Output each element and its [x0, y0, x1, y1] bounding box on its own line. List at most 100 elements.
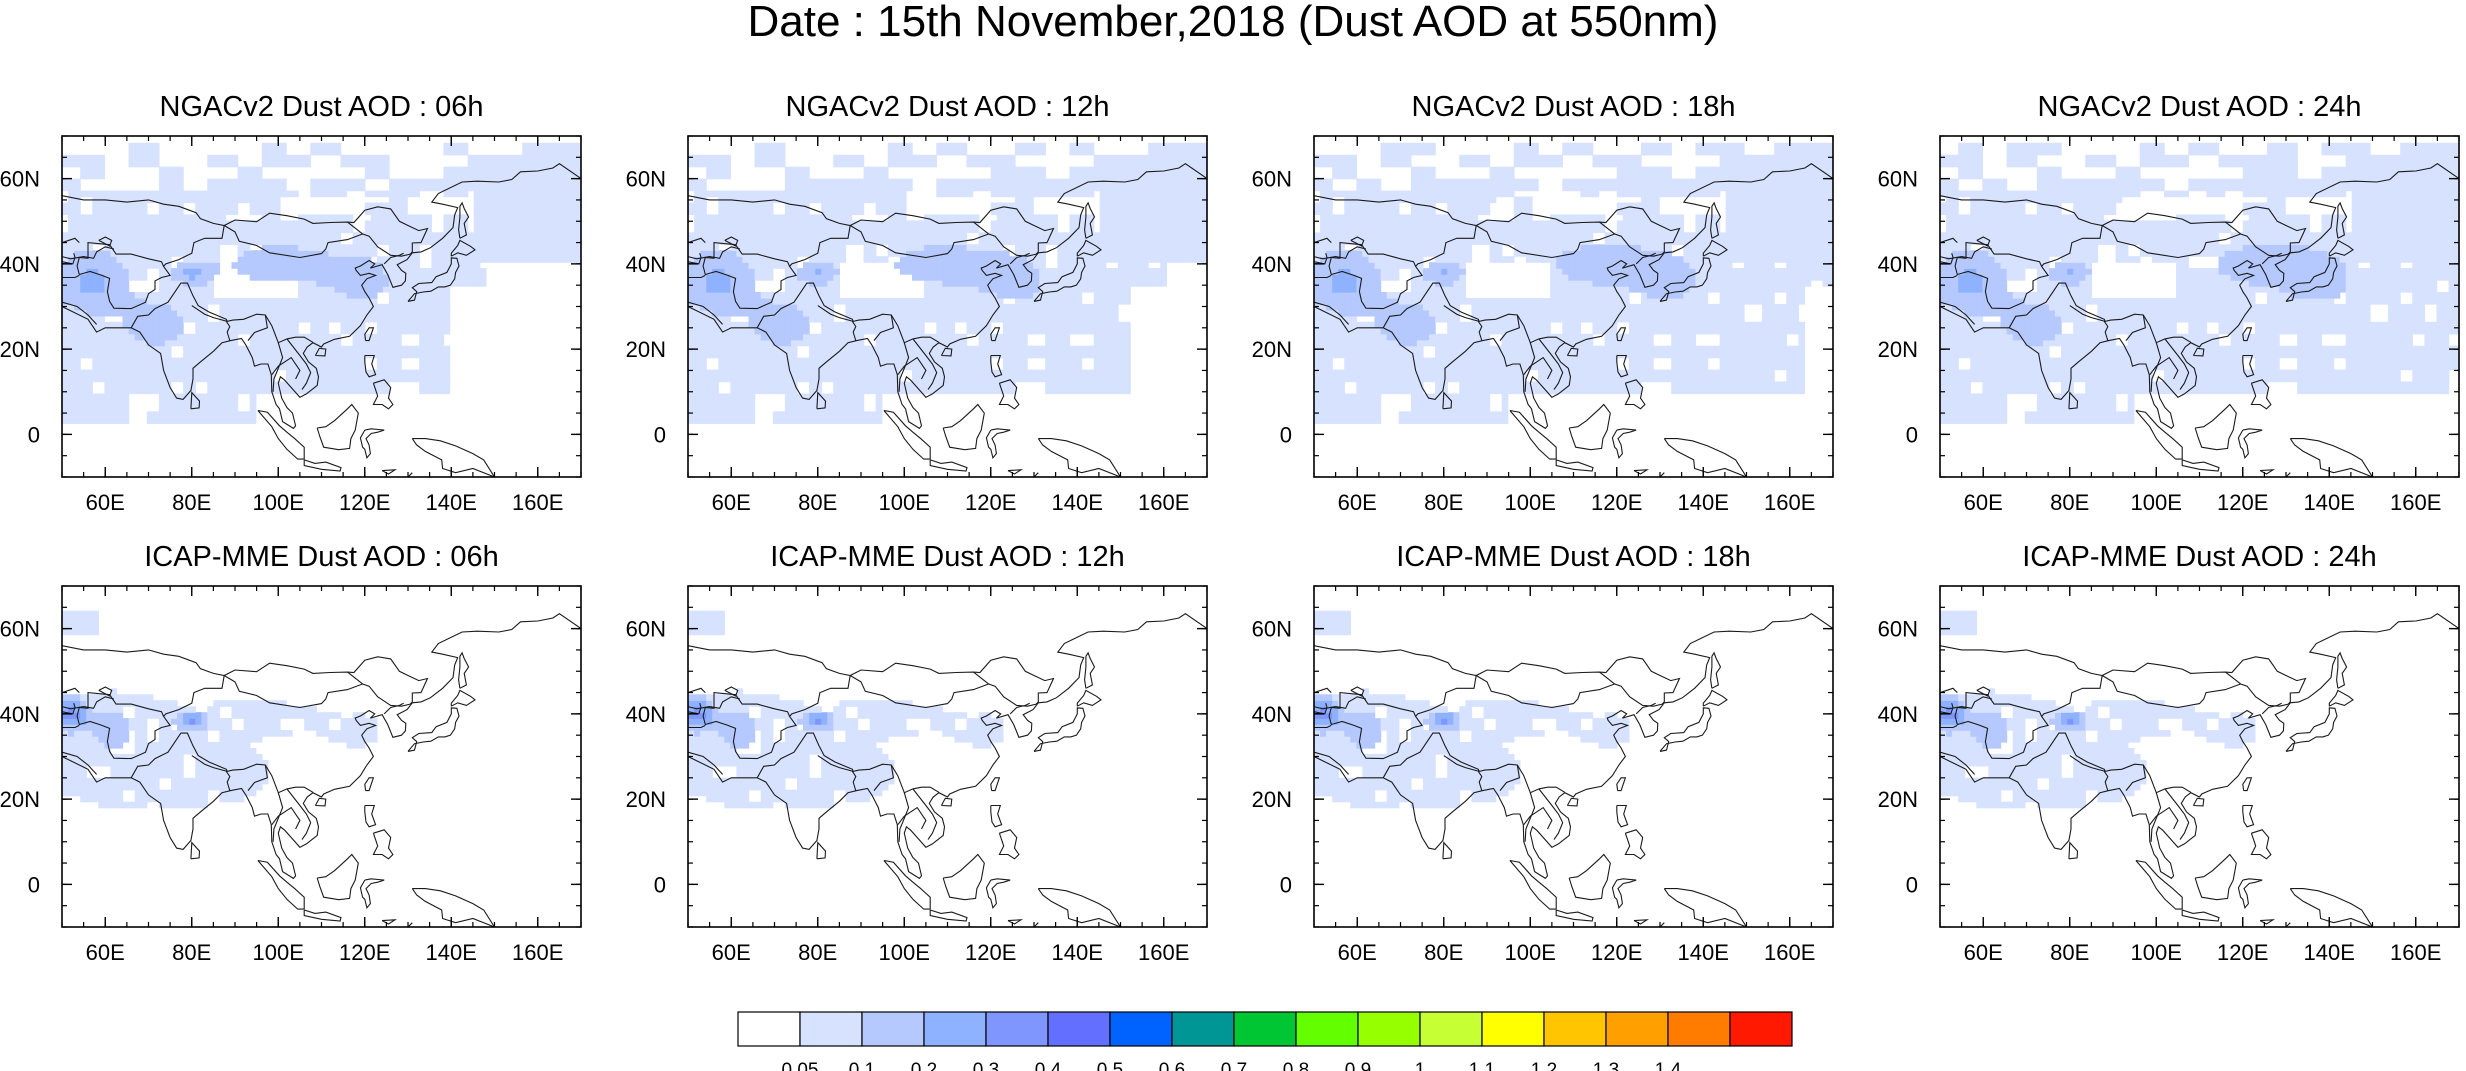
lon-tick-label: 120E: [2217, 490, 2268, 515]
colorbar-swatch: [1109, 1011, 1173, 1047]
lon-tick-label: 160E: [512, 940, 563, 965]
lon-tick-label: 140E: [426, 940, 477, 965]
colorbar-label: 0.4: [1035, 1060, 1062, 1071]
colorbar-swatch: [737, 1011, 801, 1047]
lon-tick-label: 100E: [1505, 490, 1556, 515]
lon-tick-label: 140E: [2304, 940, 2355, 965]
lon-tick-label: 140E: [2304, 490, 2355, 515]
colorbar-label: 1.4: [1655, 1060, 1682, 1071]
lat-tick-label: 0: [1906, 872, 1918, 897]
colorbar-swatch: [1233, 1011, 1297, 1047]
lon-tick-label: 60E: [1964, 490, 2003, 515]
lat-tick-label: 0: [1280, 422, 1292, 447]
lon-tick-label: 100E: [253, 940, 304, 965]
lat-tick-label: 20N: [1878, 337, 1918, 362]
panel-title: ICAP-MME Dust AOD : 12h: [770, 541, 1125, 573]
lon-tick-label: 140E: [1678, 940, 1729, 965]
lon-tick-label: 100E: [879, 490, 930, 515]
lat-tick-label: 40N: [0, 252, 40, 277]
colorbar-swatch: [1543, 1011, 1607, 1047]
lat-tick-label: 60N: [1252, 617, 1292, 642]
colorbar-swatch: [923, 1011, 987, 1047]
lon-tick-label: 100E: [2131, 490, 2182, 515]
colorbar-swatch: [1729, 1011, 1793, 1047]
lon-tick-label: 80E: [2050, 490, 2089, 515]
lon-tick-label: 80E: [172, 490, 211, 515]
coastlines: [1314, 163, 1833, 477]
coastlines: [62, 613, 581, 927]
coastlines: [1940, 613, 2459, 927]
lon-tick-label: 60E: [1964, 940, 2003, 965]
lat-tick-label: 60N: [1878, 617, 1918, 642]
map-panel: ICAP-MME Dust AOD : 06h 60E 80E 100E 120E 140…: [0, 541, 582, 965]
map-panel: ICAP-MME Dust AOD : 24h 60E 80E 100E 120E 140…: [1878, 541, 2460, 965]
lat-tick-label: 0: [1280, 872, 1292, 897]
colorbar-label: 0.8: [1283, 1060, 1309, 1071]
lon-tick-label: 100E: [879, 940, 930, 965]
panel-title: NGACv2 Dust AOD : 18h: [1412, 91, 1736, 123]
lon-tick-label: 80E: [172, 940, 211, 965]
colorbar-swatch: [985, 1011, 1049, 1047]
lat-tick-label: 0: [1906, 422, 1918, 447]
lat-tick-label: 40N: [626, 702, 666, 727]
lon-tick-label: 160E: [1138, 490, 1189, 515]
lat-tick-label: 20N: [1252, 787, 1292, 812]
colorbar-swatch: [1047, 1011, 1111, 1047]
lon-tick-label: 120E: [339, 490, 390, 515]
map-panel: NGACv2 Dust AOD : 06h 60E 80E 100E 120E 140E 1…: [0, 91, 582, 515]
lon-tick-label: 120E: [339, 940, 390, 965]
lat-tick-label: 60N: [1878, 167, 1918, 192]
lat-tick-label: 40N: [1252, 702, 1292, 727]
lat-tick-label: 40N: [626, 252, 666, 277]
colorbar-swatch: [1357, 1011, 1421, 1047]
colorbar-swatch: [1419, 1011, 1483, 1047]
lon-tick-label: 160E: [2390, 940, 2441, 965]
lon-tick-label: 120E: [2217, 940, 2268, 965]
coastlines: [62, 163, 581, 477]
lon-tick-label: 120E: [965, 490, 1016, 515]
lon-tick-label: 60E: [1338, 490, 1377, 515]
lon-tick-label: 60E: [1338, 940, 1377, 965]
map-panel: ICAP-MME Dust AOD : 18h 60E 80E 100E 120E 140…: [1252, 541, 1834, 965]
colorbar-swatch: [861, 1011, 925, 1047]
lon-tick-label: 160E: [512, 490, 563, 515]
coastlines: [688, 613, 1207, 927]
lon-tick-label: 60E: [86, 940, 125, 965]
map-panel: NGACv2 Dust AOD : 12h 60E 80E 100E 120E 140E 1…: [626, 91, 1208, 515]
lon-tick-label: 100E: [2131, 940, 2182, 965]
lon-tick-label: 160E: [1138, 940, 1189, 965]
lat-tick-label: 20N: [626, 337, 666, 362]
lon-tick-label: 140E: [426, 490, 477, 515]
lon-tick-label: 100E: [253, 490, 304, 515]
lon-tick-label: 160E: [1764, 490, 1815, 515]
panel-title: NGACv2 Dust AOD : 24h: [2038, 91, 2362, 123]
colorbar-label: 0.1: [849, 1060, 875, 1071]
colorbar-swatch: [1295, 1011, 1359, 1047]
lat-tick-label: 60N: [0, 167, 40, 192]
colorbar-swatch: [1667, 1011, 1731, 1047]
lon-tick-label: 100E: [1505, 940, 1556, 965]
lat-tick-label: 0: [28, 872, 40, 897]
panel-title: ICAP-MME Dust AOD : 06h: [144, 541, 499, 573]
lat-tick-label: 20N: [0, 337, 40, 362]
lon-tick-label: 60E: [712, 490, 751, 515]
colorbar: 0.05 0.1 0.2 0.3 0.4 0.5 0.6 0.7 0.8 0.9 1 1.1 1.2 1.…: [737, 1011, 1793, 1071]
lat-tick-label: 40N: [0, 702, 40, 727]
lat-tick-label: 20N: [1252, 337, 1292, 362]
colorbar-label: 0.5: [1097, 1060, 1123, 1071]
lon-tick-label: 80E: [798, 940, 837, 965]
lon-tick-label: 60E: [712, 940, 751, 965]
lat-tick-label: 60N: [1252, 167, 1292, 192]
lon-tick-label: 140E: [1678, 490, 1729, 515]
colorbar-swatch: [799, 1011, 863, 1047]
lat-tick-label: 60N: [626, 617, 666, 642]
lat-tick-label: 60N: [626, 167, 666, 192]
lon-tick-label: 160E: [1764, 940, 1815, 965]
colorbar-swatch: [1481, 1011, 1545, 1047]
lon-tick-label: 80E: [798, 490, 837, 515]
panel-title: NGACv2 Dust AOD : 06h: [160, 91, 484, 123]
colorbar-label: 0.7: [1221, 1060, 1247, 1071]
panel-title: ICAP-MME Dust AOD : 24h: [2022, 541, 2377, 573]
lon-tick-label: 120E: [1591, 490, 1642, 515]
